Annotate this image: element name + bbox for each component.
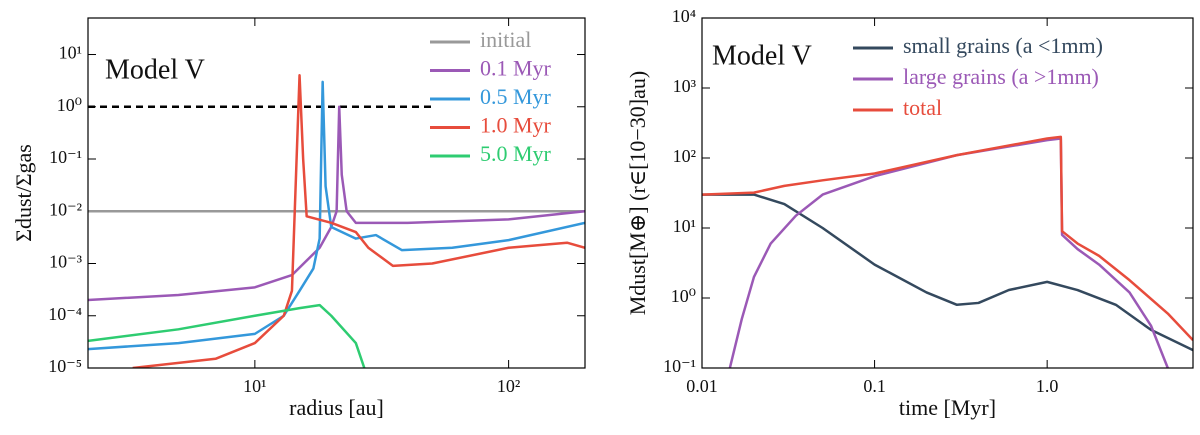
x-tick-label: 0.1 (863, 376, 886, 396)
series-line (728, 137, 1169, 368)
panel: 0.01 0.1 1.0 10⁻¹ 10⁰ 10¹ 10² 10³ 10⁴ small grain… (625, 6, 1194, 420)
series-line (702, 135, 1193, 342)
y-tick-label: 10⁻⁴ (48, 304, 82, 324)
legend-label: 0.5 Myr (480, 84, 552, 109)
series-line (132, 74, 585, 368)
y-tick-label: 10² (673, 146, 696, 166)
y-tick-label: 10⁻¹ (49, 147, 82, 167)
y-tick-label: 10⁻² (49, 199, 82, 219)
series-line (88, 303, 366, 368)
x-tick-label: 0.01 (686, 376, 718, 396)
legend-label: 5.0 Myr (480, 141, 552, 166)
y-tick-label: 10⁰ (57, 95, 82, 115)
plot-area (702, 135, 1193, 368)
y-tick-label: 10¹ (59, 43, 82, 63)
plot-frame (701, 17, 1194, 369)
legend-label: large grains (a >1mm) (903, 64, 1099, 89)
annotation: Model V (105, 54, 205, 85)
x-tick-label: 10¹ (243, 376, 266, 396)
y-tick-label: 10⁻³ (49, 252, 83, 272)
y-axis-label: Σdust/Σgas (11, 144, 36, 242)
legend-label: initial (480, 27, 531, 52)
x-tick-label: 10² (497, 376, 520, 396)
legend-label: small grains (a <1mm) (903, 33, 1103, 58)
annotation: Model V (712, 40, 812, 71)
series-line (88, 105, 585, 302)
y-tick-label: 10¹ (673, 216, 696, 236)
y-axis-label: Mdust[M⊕] (r∈[10−30]au) (625, 71, 650, 315)
panel: 10¹ 10² 10⁻⁵ 10⁻⁴ 10⁻³ 10⁻² 10⁻¹ 10⁰ 10¹ initial 0… (11, 17, 586, 420)
y-tick-label: 10³ (673, 76, 697, 96)
y-tick-label: 10⁻¹ (663, 356, 696, 376)
legend-label: 0.1 Myr (480, 56, 552, 81)
plot-area (88, 74, 585, 368)
y-tick-label: 10⁻⁵ (48, 356, 82, 376)
series-line (702, 193, 1193, 352)
x-axis-label: radius [au] (289, 395, 384, 420)
legend-label: total (903, 95, 942, 120)
x-axis-label: time [Myr] (899, 395, 996, 420)
y-tick-label: 10⁴ (672, 6, 696, 26)
legend-label: 1.0 Myr (480, 113, 552, 138)
plot-frame (87, 17, 586, 369)
series-line (88, 80, 585, 351)
y-tick-label: 10⁰ (671, 286, 696, 306)
x-tick-label: 1.0 (1036, 376, 1059, 396)
